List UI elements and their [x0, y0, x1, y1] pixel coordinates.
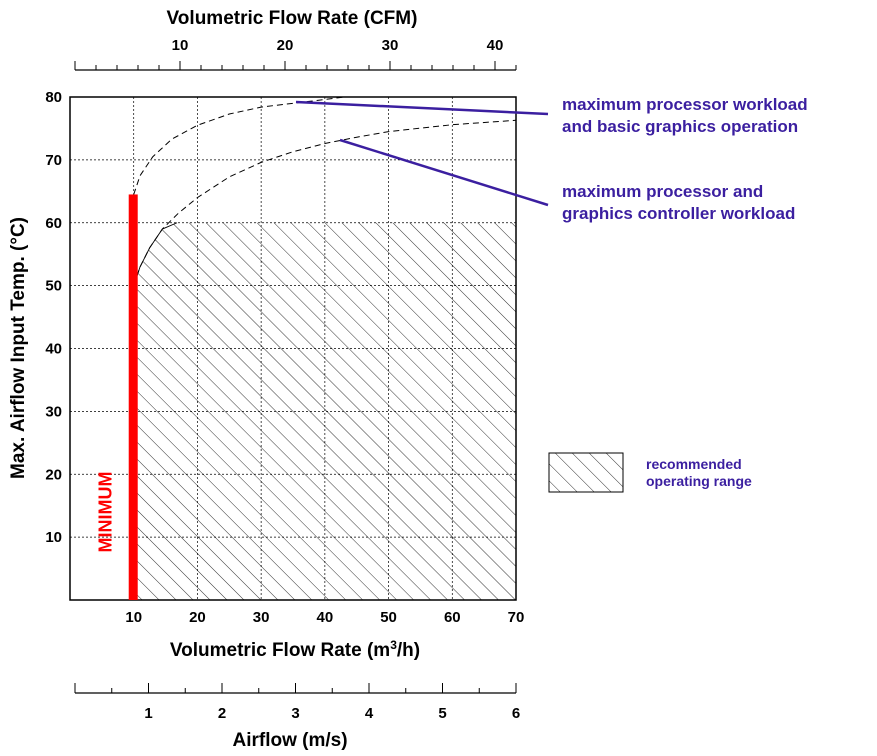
airflow-tick-label: 4	[365, 705, 374, 722]
top-cfm-axis: 10 20 30 40	[74, 37, 517, 71]
y-tick-label: 10	[45, 529, 62, 546]
bottom-tick-label: 60	[444, 609, 461, 626]
y-axis-title: Max. Airflow Input Temp. (°C)	[8, 217, 29, 479]
bottom-tick-label: 20	[189, 609, 206, 626]
legend-label-line1: recommended	[646, 456, 742, 472]
bottom-tick-label: 30	[253, 609, 270, 626]
minimum-marker: MINIMUM	[96, 194, 138, 601]
y-tick-label: 80	[45, 89, 62, 106]
airflow-tick-label: 1	[144, 705, 152, 722]
legend-label-line2: operating range	[646, 473, 752, 489]
bottom-axis-title: Volumetric Flow Rate (m3/h)	[170, 638, 420, 661]
y-tick-label: 50	[45, 278, 62, 295]
y-tick-label: 60	[45, 215, 62, 232]
annotation-leader-1	[295, 100, 549, 116]
top-tick-label: 10	[172, 37, 189, 54]
bottom-tick-label: 40	[317, 609, 334, 626]
series-1-label-line1: maximum processor workload	[562, 95, 808, 114]
airflow-tick-label: 3	[291, 705, 299, 722]
hatched-region	[133, 222, 516, 600]
minimum-bar	[128, 194, 138, 601]
y-tick-label: 20	[45, 466, 62, 483]
series-2-label-line2: graphics controller workload	[562, 204, 795, 223]
airflow-ms-axis: 1 2 3 4 5 6	[74, 683, 520, 722]
legend: recommended operating range	[548, 452, 752, 493]
airflow-tick-label: 2	[218, 705, 226, 722]
y-tick-label: 70	[45, 152, 62, 169]
annotation-leader-2	[339, 138, 549, 207]
top-tick-label: 20	[277, 37, 294, 54]
y-axis: 10 20 30 40 50 60 70 80	[45, 89, 62, 546]
series-line-1	[133, 96, 345, 195]
series-line-2	[133, 119, 517, 286]
plot-frame	[69, 96, 517, 601]
minimum-label: MINIMUM	[96, 471, 116, 552]
top-axis-title: Volumetric Flow Rate (CFM)	[167, 8, 418, 29]
airflow-tick-label: 6	[512, 705, 520, 722]
airflow-tick-label: 5	[438, 705, 446, 722]
airflow-axis-title: Airflow (m/s)	[232, 730, 347, 751]
series-1-label-line2: and basic graphics operation	[562, 117, 798, 136]
bottom-m3h-axis: 10 20 30 40 50 60 70	[125, 609, 524, 626]
top-tick-label: 30	[382, 37, 399, 54]
legend-hatch-swatch	[548, 452, 624, 493]
bottom-tick-label: 50	[380, 609, 397, 626]
series-2-label-line1: maximum processor and	[562, 182, 763, 201]
bottom-tick-label: 10	[125, 609, 142, 626]
series-annotations: maximum processor workload and basic gra…	[295, 95, 808, 223]
bottom-tick-label: 70	[508, 609, 525, 626]
y-tick-label: 30	[45, 403, 62, 420]
top-tick-label: 40	[487, 37, 504, 54]
y-tick-label: 40	[45, 341, 62, 358]
